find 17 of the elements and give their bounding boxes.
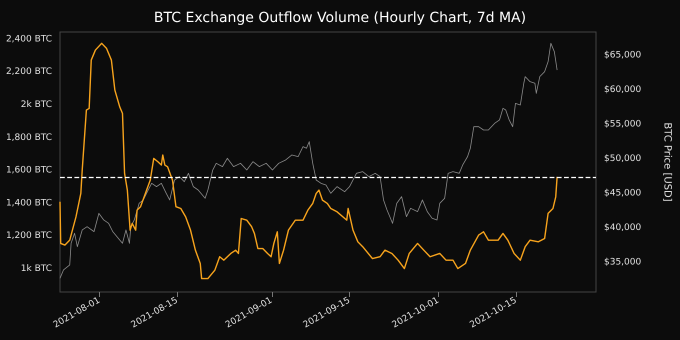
y-tick-label: 1,600 BTC <box>6 166 52 176</box>
y-tick-label: 1,800 BTC <box>6 132 52 143</box>
y-tick-label: 1,200 BTC <box>6 231 52 242</box>
y-tick-label: 1k BTC <box>20 264 52 274</box>
y-tick-label: 2,200 BTC <box>6 67 52 78</box>
y2-tick-label: $40,000 <box>604 223 642 234</box>
y2-tick-label: $55,000 <box>604 120 642 130</box>
y-tick-label: 1,400 BTC <box>6 198 52 208</box>
y2-tick-label: $45,000 <box>604 188 642 199</box>
chart-title: BTC Exchange Outflow Volume (Hourly Chart, 7d MA) <box>154 10 526 26</box>
y2-tick-label: $50,000 <box>604 154 642 164</box>
y2-axis-title: BTC Price [USD] <box>662 122 672 202</box>
y-tick-label: 2k BTC <box>20 100 52 110</box>
y-tick-label: 2,400 BTC <box>6 34 52 44</box>
y2-tick-label: $60,000 <box>604 85 642 96</box>
y2-tick-label: $35,000 <box>604 258 642 268</box>
y2-tick-label: $65,000 <box>604 50 642 61</box>
